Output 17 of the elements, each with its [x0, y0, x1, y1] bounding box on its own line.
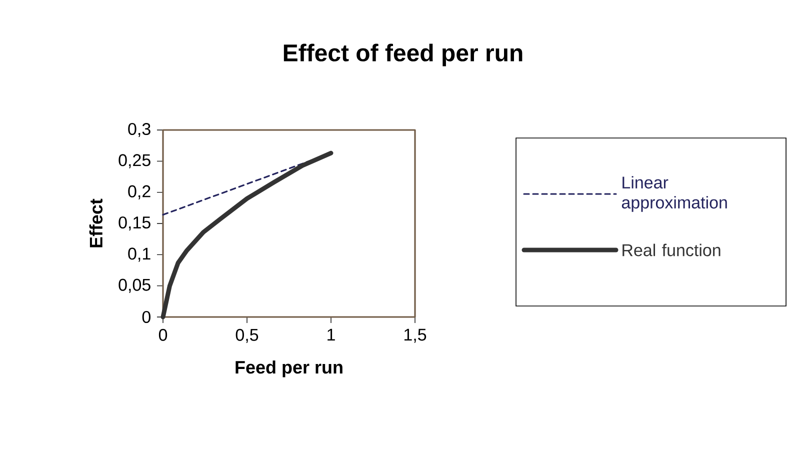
text: Real function [622, 244, 720, 256]
y-tick-label: 0,1 [128, 248, 150, 262]
y-tick-label: 0,2 [128, 185, 150, 200]
x-tick-label: 0,5 [236, 328, 258, 343]
x-tick-label: 1,5 [404, 328, 426, 343]
text: Linear approximation [622, 176, 727, 212]
y-tick-label: 0,25 [118, 154, 150, 168]
y-tick-label: 0,3 [128, 122, 150, 138]
y-tick-label: 0 [142, 310, 150, 324]
line-series [160, 150, 334, 320]
x-tick-label: 1 [328, 328, 335, 341]
x-tick-label: 0 [158, 328, 168, 341]
y-axis-title: Effect [89, 198, 103, 248]
chart-title: Effect of feed per run [284, 44, 522, 66]
x-axis-title: Feed per run [236, 360, 342, 378]
y-tick-label: 0,05 [118, 278, 150, 293]
y-tick-label: 0,15 [118, 216, 150, 231]
